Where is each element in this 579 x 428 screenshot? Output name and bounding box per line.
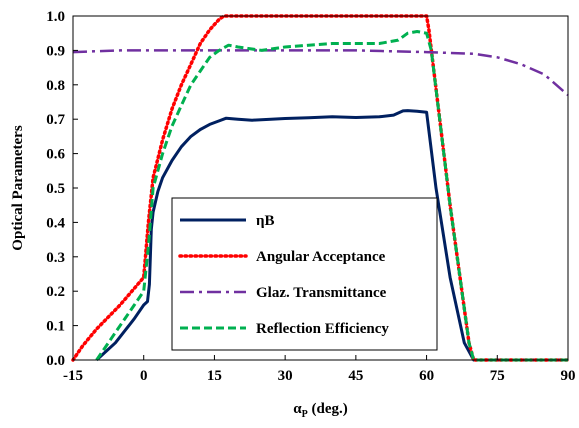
legend: ηB Angular Acceptance Glaz. Transmittance R… bbox=[171, 197, 438, 351]
series-line-3 bbox=[95, 30, 568, 362]
x-tick-label: 30 bbox=[278, 368, 293, 384]
legend-label: ηB bbox=[256, 213, 275, 229]
series-layer bbox=[71, 14, 570, 362]
x-tick-label: 15 bbox=[207, 368, 222, 384]
y-tick-label: 0.7 bbox=[46, 112, 65, 128]
x-axis-title-suffix: (deg.) bbox=[308, 401, 348, 417]
x-tick-label: 90 bbox=[561, 368, 576, 384]
x-tick-label: 0 bbox=[140, 368, 148, 384]
y-tick-label: 0.8 bbox=[46, 78, 65, 94]
legend-label: Reflection Efficiency bbox=[256, 321, 389, 337]
y-axis-ticks: 0.0 0.1 0.2 0.3 0.4 0.5 0.6 0.7 0.8 0.9 1.0 bbox=[46, 9, 78, 369]
y-tick-label: 0.5 bbox=[46, 181, 65, 197]
legend-label: Glaz. Transmittance bbox=[256, 285, 387, 301]
x-axis-title-subscript: P bbox=[302, 409, 308, 420]
y-axis-title: Optical Parameters bbox=[10, 125, 26, 251]
legend-box bbox=[171, 197, 438, 351]
y-tick-label: 0.1 bbox=[46, 319, 65, 335]
x-axis-title-symbol: α bbox=[293, 401, 302, 417]
x-axis-title: αP (deg.) bbox=[293, 401, 347, 420]
y-tick-label: 0.2 bbox=[46, 284, 65, 300]
x-tick-label: 45 bbox=[348, 368, 363, 384]
x-tick-label: -15 bbox=[63, 368, 83, 384]
y-tick-label: 1.0 bbox=[46, 9, 65, 25]
y-tick-label: 0.4 bbox=[46, 215, 65, 231]
series-line-0 bbox=[95, 109, 568, 362]
y-tick-label: 0.3 bbox=[46, 250, 65, 266]
y-tick-label: 0.9 bbox=[46, 43, 65, 59]
x-axis-ticks: -15 0 15 30 45 60 75 90 bbox=[63, 355, 576, 384]
y-tick-label: 0.6 bbox=[46, 147, 65, 163]
x-tick-label: 75 bbox=[490, 368, 505, 384]
series-line-2 bbox=[72, 49, 569, 97]
y-tick-label: 0.0 bbox=[46, 353, 65, 369]
x-tick-label: 60 bbox=[419, 368, 434, 384]
legend-label: Angular Acceptance bbox=[256, 249, 386, 265]
